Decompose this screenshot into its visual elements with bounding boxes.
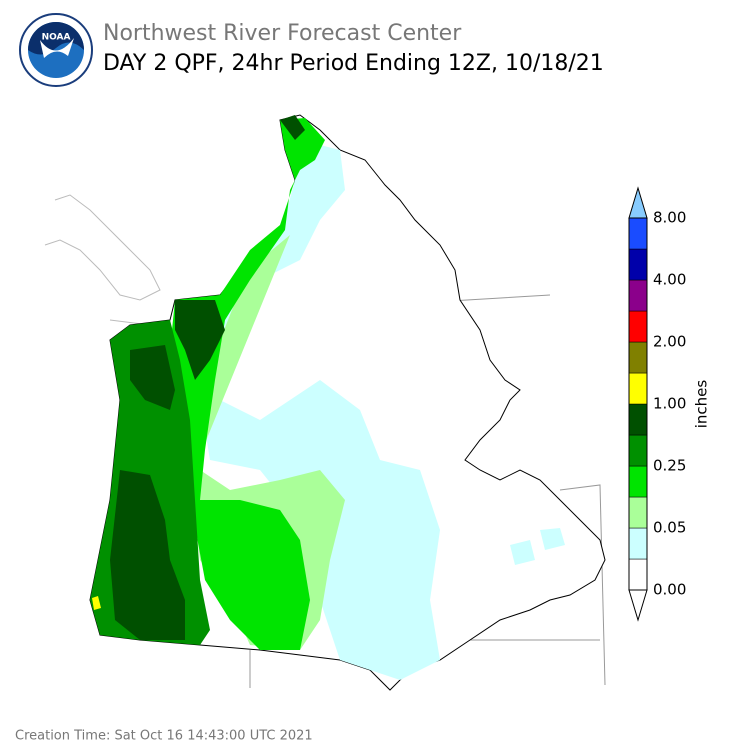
colorbar-over [628, 186, 648, 219]
colorbar-label: 0.25 [653, 457, 686, 475]
colorbar: 0.00 0.05 0.25 1.00 2.00 4.00 8.00 [628, 186, 686, 622]
colorbar-box [628, 310, 648, 343]
legend-unit: inches [693, 380, 711, 429]
creation-time: Creation Time: Sat Oct 16 14:43:00 UTC 2… [15, 729, 313, 744]
colorbar-label: 2.00 [653, 333, 686, 351]
logo-text: NOAA [42, 33, 71, 43]
colorbar-label: 4.00 [653, 271, 686, 289]
colorbar-box [628, 248, 648, 281]
colorbar-under [628, 589, 648, 622]
title: Northwest River Forecast Center [103, 21, 462, 46]
colorbar-label: 0.00 [653, 581, 686, 599]
colorbar-box [628, 434, 648, 467]
colorbar-box [628, 217, 648, 250]
colorbar-label: 1.00 [653, 395, 686, 413]
map [44, 114, 606, 691]
colorbar-box [628, 403, 648, 436]
subtitle: DAY 2 QPF, 24hr Period Ending 12Z, 10/18… [103, 51, 604, 76]
colorbar-box [628, 372, 648, 405]
colorbar-box [628, 558, 648, 591]
colorbar-frame [628, 217, 648, 591]
colorbar-box [628, 279, 648, 312]
colorbar-label: 0.05 [653, 519, 686, 537]
colorbar-label: 8.00 [653, 209, 686, 227]
colorbar-box [628, 496, 648, 529]
noaa-logo: NOAA [19, 13, 93, 87]
colorbar-box [628, 341, 648, 374]
colorbar-box [628, 465, 648, 498]
colorbar-box [628, 527, 648, 560]
